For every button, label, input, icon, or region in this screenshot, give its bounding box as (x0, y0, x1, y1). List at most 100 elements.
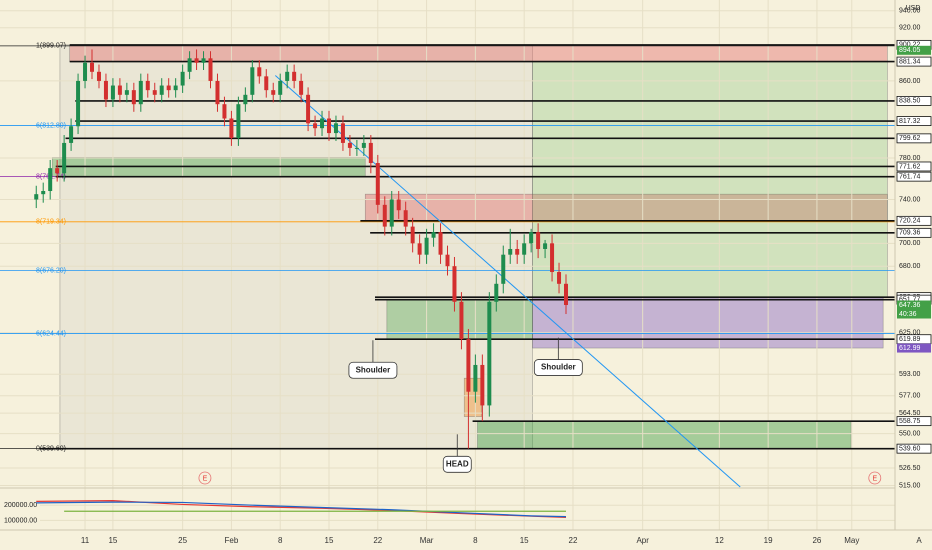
candle-body (403, 210, 408, 227)
time-axis: 11 15 25 Feb 8 15 22 Mar 8 15 22 Apr 12 19 26 May (0, 529, 932, 545)
candle-body (445, 254, 450, 267)
level-label: 900.22 (899, 42, 921, 49)
candle-body (333, 123, 338, 134)
candle-body (159, 85, 164, 95)
candle-body (201, 58, 206, 63)
candle-body (145, 80, 150, 91)
candle-body (557, 272, 562, 284)
candle-body (396, 199, 401, 211)
x-tick-label: 25 (178, 536, 187, 545)
candle-body (361, 142, 366, 148)
fib-label: 1(899.07) (36, 43, 66, 50)
candle-body (438, 232, 443, 255)
zone (59, 44, 533, 449)
candle-body (508, 248, 513, 255)
annotation-text: HEAD (446, 459, 469, 468)
candle-body (452, 266, 457, 302)
y-tick-label: 577.00 (899, 393, 921, 400)
level-label-box (896, 227, 932, 238)
x-tick-label: Feb (225, 536, 239, 545)
event-marker (198, 471, 212, 485)
annotation-text: Shoulder (356, 365, 391, 374)
level-label: 771.62 (899, 163, 921, 170)
x-tick-label: Mar (420, 536, 434, 545)
event-label: E (872, 475, 877, 482)
candle-body (69, 126, 74, 143)
candle-body (173, 85, 178, 91)
x-tick-label: 22 (373, 536, 382, 545)
candle-body (292, 71, 297, 81)
y-tick-label: 780.00 (899, 155, 921, 162)
fib-label: 8(676.20) (36, 267, 66, 274)
annotation-box (442, 455, 472, 473)
x-tick-label: 12 (715, 536, 724, 545)
candle-body (515, 248, 520, 255)
level-label-box (896, 416, 932, 427)
x-tick-label: May (844, 536, 859, 545)
price-marker-label: 612.99 (899, 345, 921, 352)
candle-body (96, 71, 101, 81)
candle-body (543, 243, 548, 249)
countdown-label: 40:36 (899, 311, 917, 318)
zone (532, 296, 884, 349)
candle-body (536, 232, 541, 249)
candle-body (306, 94, 311, 124)
candle-body (424, 237, 429, 255)
candle-body (368, 142, 373, 164)
candle-body (208, 58, 213, 81)
level-label-box (896, 96, 932, 106)
level-label-box (896, 215, 932, 226)
candle-body (529, 232, 534, 244)
candle-body (431, 232, 436, 238)
candle-body (487, 301, 492, 406)
candle-body (299, 80, 304, 95)
candle-body (494, 283, 499, 302)
candle-body (389, 199, 394, 227)
candle-body (473, 364, 478, 392)
fib-label: 6(812.80) (36, 122, 66, 129)
candle-body (152, 90, 157, 95)
y-tick-label: 515.00 (899, 482, 921, 489)
event-label: E (203, 475, 208, 482)
price-marker (897, 300, 931, 319)
candle-body (131, 90, 136, 105)
y-tick-label: 550.00 (899, 430, 921, 437)
fib-label: 6(624.44) (36, 330, 66, 337)
candle-body (285, 71, 290, 81)
level-label: 651.77 (899, 296, 921, 303)
level-label-box (896, 56, 932, 67)
candle-body (347, 142, 352, 148)
x-tick-label: 26 (812, 536, 821, 545)
level-label: 619.89 (899, 336, 921, 343)
candle-body (138, 80, 143, 105)
x-tick-label: 15 (325, 536, 334, 545)
candle-body (264, 76, 269, 91)
candle-body (62, 142, 67, 174)
candle-body (41, 191, 46, 195)
level-label: 881.34 (899, 58, 921, 65)
event-marker (868, 471, 882, 485)
x-tick-label: 8 (473, 536, 478, 545)
trendline (274, 75, 741, 488)
candle-body (117, 85, 122, 95)
candle-body (166, 85, 171, 91)
level-label: 709.36 (899, 230, 921, 237)
price-marker (897, 343, 931, 353)
level-label: 817.32 (899, 118, 921, 125)
x-tick-label: 11 (81, 536, 90, 545)
candle-body (55, 168, 60, 174)
y-tick-label: 625.00 (899, 330, 921, 337)
x-tick-label: 22 (569, 536, 578, 545)
level-label: 799.62 (899, 135, 921, 142)
candle-body (194, 58, 199, 63)
annotation-text: Shoulder (541, 363, 576, 372)
x-tick-label: 19 (764, 536, 773, 545)
fib-label: 8(719.34) (36, 219, 66, 226)
candle-body (501, 254, 506, 284)
candle-body (250, 67, 255, 95)
annotation-box (533, 359, 583, 376)
candle-body (459, 301, 464, 340)
currency-label: USD (906, 5, 921, 12)
zone (477, 420, 852, 449)
candle-body (236, 104, 241, 138)
